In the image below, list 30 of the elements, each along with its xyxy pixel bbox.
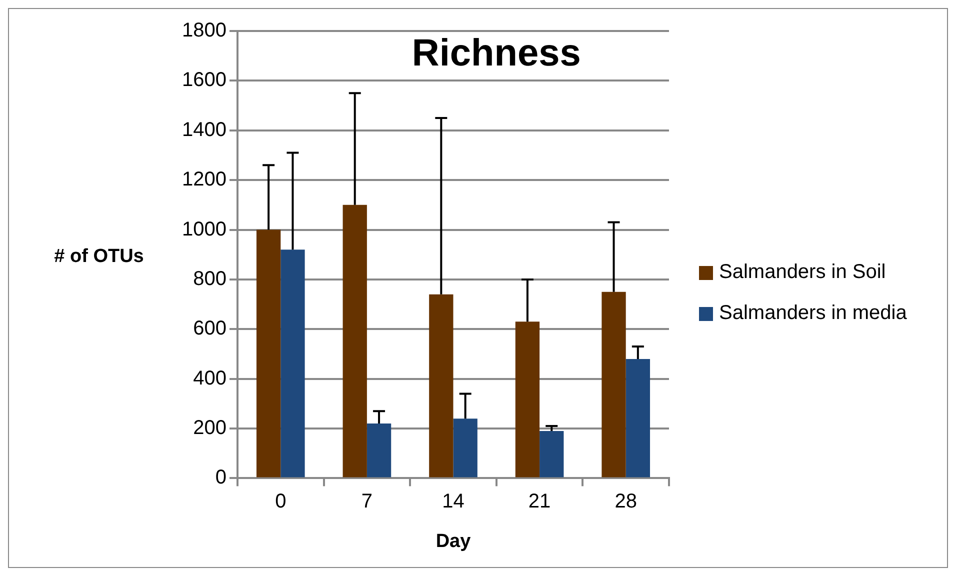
y-tick-label: 1200 <box>182 168 226 191</box>
x-tick-label: 21 <box>528 490 551 513</box>
bar <box>602 292 626 478</box>
y-tick-label: 200 <box>193 417 226 440</box>
bar <box>515 322 540 478</box>
x-tick-label: 7 <box>361 490 373 513</box>
y-tick-label: 600 <box>193 318 226 340</box>
bar <box>256 230 281 478</box>
bar <box>429 294 454 478</box>
legend-label: Salmanders in Soil <box>719 261 886 284</box>
bar <box>280 250 305 478</box>
bar <box>342 204 367 478</box>
x-tick-label: 14 <box>442 490 464 513</box>
bar <box>540 430 564 478</box>
x-axis-title: Day <box>436 530 472 552</box>
chart-title: Richness <box>412 32 581 74</box>
y-tick-label: 1000 <box>182 218 226 240</box>
y-tick-label: 0 <box>215 466 226 489</box>
y-tick-label: 400 <box>193 367 226 390</box>
y-tick-label: 800 <box>193 268 226 290</box>
x-tick-label: 0 <box>275 490 286 513</box>
y-tick-label: 1400 <box>182 118 226 141</box>
y-axis-title: # of OTUs <box>54 246 144 267</box>
bar <box>366 424 392 478</box>
y-tick-label: 1800 <box>182 20 226 42</box>
bar <box>626 358 650 478</box>
x-tick-label: 28 <box>614 490 637 513</box>
legend-label: Salmanders in media <box>719 302 907 325</box>
bar <box>453 418 478 478</box>
y-tick-label: 1600 <box>182 69 226 92</box>
